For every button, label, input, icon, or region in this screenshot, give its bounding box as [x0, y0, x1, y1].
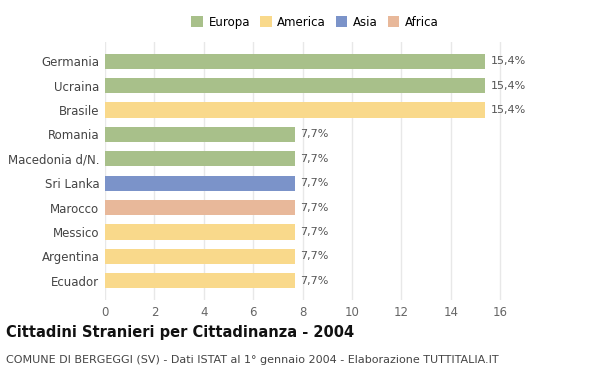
Bar — [105, 225, 295, 240]
Text: 7,7%: 7,7% — [300, 178, 329, 188]
Bar — [105, 151, 295, 166]
Bar — [105, 102, 485, 117]
Text: 15,4%: 15,4% — [490, 81, 526, 90]
Bar — [105, 78, 485, 93]
Bar — [105, 127, 295, 142]
Text: COMUNE DI BERGEGGI (SV) - Dati ISTAT al 1° gennaio 2004 - Elaborazione TUTTITALI: COMUNE DI BERGEGGI (SV) - Dati ISTAT al … — [6, 355, 499, 365]
Bar — [105, 176, 295, 191]
Legend: Europa, America, Asia, Africa: Europa, America, Asia, Africa — [187, 11, 443, 33]
Text: 7,7%: 7,7% — [300, 154, 329, 164]
Bar — [105, 249, 295, 264]
Text: 7,7%: 7,7% — [300, 129, 329, 139]
Text: Cittadini Stranieri per Cittadinanza - 2004: Cittadini Stranieri per Cittadinanza - 2… — [6, 325, 354, 340]
Text: 7,7%: 7,7% — [300, 276, 329, 286]
Bar — [105, 54, 485, 69]
Bar — [105, 200, 295, 215]
Text: 15,4%: 15,4% — [490, 56, 526, 66]
Bar — [105, 273, 295, 288]
Text: 15,4%: 15,4% — [490, 105, 526, 115]
Text: 7,7%: 7,7% — [300, 203, 329, 213]
Text: 7,7%: 7,7% — [300, 252, 329, 261]
Text: 7,7%: 7,7% — [300, 227, 329, 237]
